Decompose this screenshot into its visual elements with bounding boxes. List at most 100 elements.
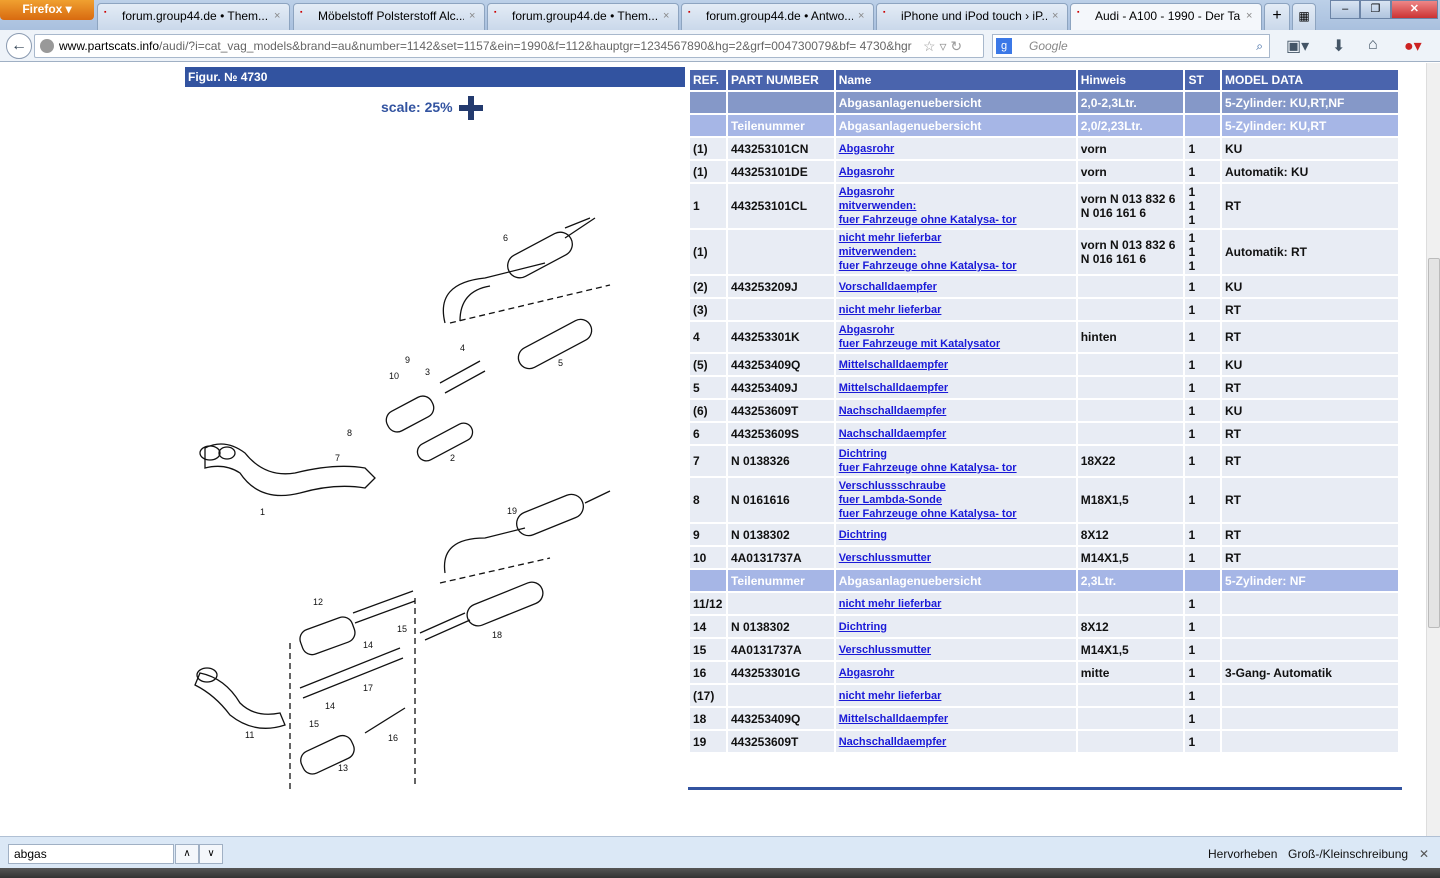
- column-header[interactable]: Hinweis: [1077, 70, 1184, 90]
- download-icon[interactable]: ⬇: [1332, 38, 1346, 55]
- column-header[interactable]: PART NUMBER: [727, 70, 834, 90]
- new-tab-button[interactable]: +: [1264, 3, 1290, 30]
- match-case-button[interactable]: Groß-/Kleinschreibung: [1288, 847, 1409, 861]
- hinweis-text: vorn N 013 832 6 N 016 161 6: [1080, 192, 1176, 220]
- part-number-cell: 443253101CN: [727, 138, 834, 159]
- st-cell: 1: [1185, 299, 1221, 320]
- column-header[interactable]: Name: [835, 70, 1076, 90]
- hinweis-cell: 8X12: [1077, 616, 1184, 637]
- part-name-link[interactable]: Nachschalldaempfer: [838, 427, 947, 440]
- close-tab-icon[interactable]: ×: [858, 10, 865, 22]
- st-text: 1: [1188, 596, 1196, 611]
- part-number-cell: 4A0131737A: [727, 639, 834, 660]
- part-name-link[interactable]: fuer Fahrzeuge ohne Katalysa- tor: [838, 508, 1017, 520]
- browser-tab[interactable]: ▪ forum.group44.de • Them... ×: [97, 3, 290, 30]
- part-name-link[interactable]: Verschlussmutter: [838, 643, 932, 656]
- close-window-button[interactable]: ✕: [1390, 0, 1438, 19]
- part-name-link[interactable]: mitverwenden:: [838, 246, 917, 258]
- part-name-link[interactable]: Mittelschalldaempfer: [838, 712, 949, 725]
- part-name-link[interactable]: Abgasrohr: [838, 142, 895, 155]
- hinweis-cell: vorn N 013 832 6 N 016 161 6: [1077, 230, 1184, 274]
- part-name-link[interactable]: Verschlussmutter: [838, 551, 932, 564]
- browser-tab[interactable]: ▪ forum.group44.de • Them... ×: [487, 3, 679, 30]
- hinweis-cell: [1077, 400, 1184, 421]
- browser-tab[interactable]: ▪ Möbelstoff Polsterstoff Alc... ×: [293, 3, 485, 30]
- part-name-link[interactable]: fuer Lambda-Sonde: [838, 494, 943, 506]
- model-data-cell: RT: [1222, 322, 1398, 352]
- name-cell: Mittelschalldaempfer: [835, 708, 1076, 729]
- part-name-link[interactable]: Abgasrohr: [838, 666, 895, 679]
- find-input[interactable]: [8, 844, 174, 864]
- find-next-button[interactable]: ∨: [199, 844, 223, 864]
- browser-tab[interactable]: ▪ Audi - A100 - 1990 - Der Ta... ×: [1070, 3, 1262, 30]
- maximize-button[interactable]: ❐: [1360, 0, 1391, 19]
- part-name-link[interactable]: Dichtring: [838, 528, 887, 541]
- part-name-link[interactable]: Dichtring: [838, 448, 887, 460]
- table-row: 6 443253609S Nachschalldaempfer 1 RT: [690, 423, 1398, 444]
- part-name-link[interactable]: nicht mehr lieferbar: [838, 597, 942, 610]
- part-name-link[interactable]: nicht mehr lieferbar: [838, 689, 942, 702]
- st-text: 1: [1188, 454, 1196, 468]
- part-name-link[interactable]: nicht mehr lieferbar: [838, 303, 942, 316]
- search-box[interactable]: g Google ⌕: [992, 34, 1270, 58]
- home-icon[interactable]: ⌂: [1368, 36, 1378, 53]
- highlight-all-button[interactable]: Hervorheben: [1208, 847, 1278, 861]
- search-icon[interactable]: ⌕: [1256, 39, 1263, 53]
- part-name-link[interactable]: fuer Fahrzeuge ohne Katalysa- tor: [838, 462, 1017, 474]
- bookmark-star-icon[interactable]: ☆: [923, 38, 936, 54]
- name-cell: Dichtring: [835, 524, 1076, 545]
- browser-tab[interactable]: ▪ forum.group44.de • Antwo... ×: [681, 3, 874, 30]
- model-data-cell: [1222, 708, 1398, 729]
- part-name-link[interactable]: fuer Fahrzeuge mit Katalysator: [838, 338, 1001, 350]
- close-tab-icon[interactable]: ×: [1052, 10, 1059, 22]
- part-number-cell: 443253609T: [727, 400, 834, 421]
- history-dropdown-icon[interactable]: ▿: [939, 38, 947, 54]
- browser-tab[interactable]: ▪ iPhone und iPod touch › iP... ×: [876, 3, 1068, 30]
- hinweis-cell: [1077, 685, 1184, 706]
- st-text: 1: [1188, 330, 1196, 344]
- part-name-link[interactable]: nicht mehr lieferbar: [838, 232, 942, 244]
- st-cell: 1: [1185, 276, 1221, 297]
- part-name-link[interactable]: Mittelschalldaempfer: [838, 381, 949, 394]
- table-row: 16 443253301G Abgasrohr mitte 1 3-Gang- …: [690, 662, 1398, 683]
- url-bar[interactable]: www.partscats.info/audi/?i=cat_vag_model…: [34, 34, 984, 58]
- part-name-link[interactable]: Nachschalldaempfer: [838, 735, 947, 748]
- close-tab-icon[interactable]: ×: [1246, 10, 1253, 22]
- st-text: 1: [1188, 426, 1196, 441]
- zoom-in-icon[interactable]: [459, 96, 483, 120]
- part-name-link[interactable]: Dichtring: [838, 620, 887, 633]
- part-name-link[interactable]: Abgasrohr: [838, 186, 895, 198]
- find-previous-button[interactable]: ∧: [175, 844, 199, 864]
- part-name-link[interactable]: fuer Fahrzeuge ohne Katalysa- tor: [838, 260, 1017, 272]
- part-name-link[interactable]: Nachschalldaempfer: [838, 404, 947, 417]
- part-name-link[interactable]: Mittelschalldaempfer: [838, 358, 949, 371]
- firefox-menu-button[interactable]: Firefox ▾: [0, 0, 94, 20]
- vertical-scrollbar[interactable]: [1426, 63, 1440, 836]
- bookmarks-icon[interactable]: ▣▾: [1286, 38, 1310, 55]
- scrollbar-thumb[interactable]: [1428, 258, 1440, 628]
- reload-icon[interactable]: ↻: [950, 38, 963, 54]
- adblock-icon[interactable]: ●▾: [1404, 38, 1422, 55]
- part-name-link[interactable]: mitverwenden:: [838, 200, 917, 212]
- part-name-link[interactable]: Abgasrohr: [838, 324, 895, 336]
- callout-number: 14: [325, 701, 335, 711]
- tab-groups-icon[interactable]: ▦: [1292, 3, 1316, 30]
- part-name-link[interactable]: Vorschalldaempfer: [838, 280, 937, 293]
- name-cell: Abgasrohr: [835, 138, 1076, 159]
- part-name-link[interactable]: Verschlussschraube: [838, 480, 946, 492]
- column-header[interactable]: MODEL DATA: [1222, 70, 1398, 90]
- close-find-bar-icon[interactable]: ✕: [1419, 847, 1430, 861]
- model-data-cell: 5-Zylinder: KU,RT: [1222, 115, 1398, 136]
- column-header[interactable]: ST: [1185, 70, 1221, 90]
- part-number-cell: Teilenummer: [727, 570, 834, 591]
- model-data-cell: Automatik: RT: [1222, 230, 1398, 274]
- close-tab-icon[interactable]: ×: [663, 10, 670, 22]
- part-name-link[interactable]: fuer Fahrzeuge ohne Katalysa- tor: [838, 214, 1017, 226]
- part-name-link[interactable]: Abgasrohr: [838, 165, 895, 178]
- minimize-button[interactable]: –: [1330, 0, 1361, 19]
- close-tab-icon[interactable]: ×: [274, 10, 281, 22]
- close-tab-icon[interactable]: ×: [469, 10, 476, 22]
- back-button[interactable]: ←: [6, 33, 32, 59]
- column-header[interactable]: REF.: [690, 70, 726, 90]
